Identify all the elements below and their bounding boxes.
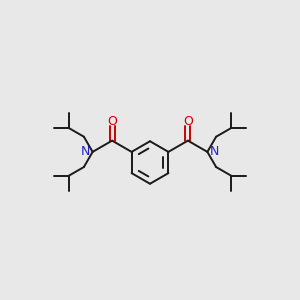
Text: N: N <box>81 146 90 158</box>
Text: N: N <box>210 146 219 158</box>
Text: O: O <box>183 116 193 128</box>
Text: O: O <box>107 116 117 128</box>
